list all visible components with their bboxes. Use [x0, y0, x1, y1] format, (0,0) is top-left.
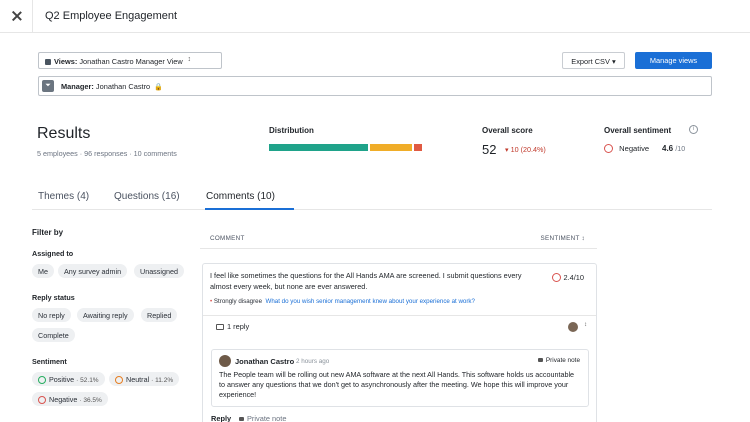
tab-themes[interactable]: Themes (4): [38, 191, 90, 202]
divider: [32, 0, 33, 33]
divider: [203, 315, 596, 316]
avatar: [568, 322, 578, 332]
reply-text: The People team will be rolling out new …: [219, 370, 575, 399]
filter-pill-complete[interactable]: Complete: [32, 328, 75, 342]
export-csv-button[interactable]: Export CSV ▾: [562, 52, 625, 69]
chevron-icon[interactable]: ↕: [584, 322, 587, 328]
active-tab-indicator: [205, 208, 294, 210]
column-sentiment[interactable]: SENTIMENT ↕: [541, 235, 585, 242]
sentiment-filter-label: Sentiment: [32, 357, 67, 366]
close-icon[interactable]: [10, 9, 24, 23]
manager-filter-bar[interactable]: ⏷ Manager: Jonathan Castro 🔒: [38, 76, 712, 96]
positive-label: Positive: [49, 375, 75, 384]
overall-sentiment-label: Overall sentiment: [604, 126, 672, 135]
results-heading: Results: [37, 125, 91, 142]
filter-pill-awaiting-reply[interactable]: Awaiting reply: [77, 308, 134, 322]
avatar: [219, 355, 231, 367]
sentiment-max: /10: [675, 146, 686, 153]
comment-sentiment: 2.4/10: [552, 273, 584, 282]
sentiment-value: Negative: [619, 144, 650, 153]
lock-icon: [239, 417, 244, 421]
assigned-to-label: Assigned to: [32, 249, 74, 258]
export-label: Export CSV: [571, 57, 610, 66]
private-note-button[interactable]: Private note: [239, 414, 286, 422]
tab-bar: Themes (4) Questions (16) Comments (10): [32, 186, 712, 210]
filter-pill-negative[interactable]: Negative · 36.5%: [32, 392, 108, 406]
column-comment: COMMENT: [210, 235, 245, 242]
overall-sentiment: Negative: [604, 144, 649, 153]
overall-score-label: Overall score: [482, 126, 533, 135]
positive-face-icon: [38, 375, 46, 384]
page-title: Q2 Employee Engagement: [45, 10, 178, 22]
reply-count: 1 reply: [227, 322, 250, 331]
negative-pct: 36.5%: [83, 397, 102, 404]
reply-time: 2 hours ago: [296, 358, 330, 365]
filter-pill-positive[interactable]: Positive · 52.1%: [32, 372, 105, 386]
answer-label: Strongly disagree: [213, 298, 263, 305]
distribution-segment: [269, 144, 368, 151]
positive-pct: 52.1%: [80, 377, 99, 384]
column-sentiment-label: SENTIMENT: [540, 235, 580, 242]
view-selector[interactable]: Views: Jonathan Castro Manager View ↕: [38, 52, 222, 69]
neutral-label: Neutral: [126, 375, 150, 384]
comment-score: 2.4/10: [563, 273, 584, 282]
negative-face-icon: [604, 144, 613, 153]
top-bar: Q2 Employee Engagement: [0, 0, 750, 33]
filter-pill-unassigned[interactable]: Unassigned: [134, 264, 184, 278]
comment-bubble-icon: [216, 324, 224, 330]
sort-icon: ↕: [581, 235, 585, 242]
negative-face-icon: [38, 395, 46, 404]
replies-toggle[interactable]: 1 reply: [216, 322, 249, 331]
view-value: Jonathan Castro Manager View: [79, 57, 183, 66]
manage-views-button[interactable]: Manage views: [635, 52, 712, 69]
lock-icon: 🔒: [154, 84, 163, 91]
filter-icon: ⏷: [42, 80, 54, 92]
tab-comments[interactable]: Comments (10): [206, 191, 275, 202]
overall-score: 52: [482, 142, 497, 157]
tab-questions[interactable]: Questions (16): [114, 191, 180, 202]
distribution-segment: [414, 144, 422, 151]
down-arrow-icon: ▾: [505, 145, 509, 154]
sentiment-score-value: 4.6: [662, 144, 674, 153]
distribution-segment: [370, 144, 412, 151]
manager-filter: Manager: Jonathan Castro 🔒: [61, 82, 163, 91]
reply-button[interactable]: Reply: [211, 414, 232, 422]
private-note-label: Private note: [545, 357, 580, 364]
comments-table-header: COMMENT SENTIMENT ↕: [200, 232, 597, 249]
filter-pill-any-admin[interactable]: Any survey admin: [58, 264, 128, 278]
results-meta: 5 employees · 96 responses · 10 comments: [37, 149, 177, 158]
negative-face-icon: [552, 273, 562, 282]
sort-caret-icon: ↕: [187, 56, 192, 63]
private-note-badge: Private note: [537, 357, 580, 364]
manager-value: Jonathan Castro: [95, 82, 151, 91]
chevron-down-icon: ▾: [611, 57, 616, 66]
score-delta-text: 10 (20.4%): [510, 145, 546, 154]
score-delta: ▾ 10 (20.4%): [505, 145, 546, 154]
distribution-label: Distribution: [269, 126, 314, 135]
info-icon[interactable]: i: [689, 125, 698, 134]
manager-label: Manager:: [61, 82, 94, 91]
question-link[interactable]: What do you wish senior management knew …: [265, 298, 475, 305]
filter-pill-replied[interactable]: Replied: [141, 308, 178, 322]
reply-author: Jonathan Castro: [235, 357, 295, 366]
comment-text: I feel like sometimes the questions for …: [210, 271, 522, 291]
sentiment-score: 4.6 /10: [662, 144, 685, 153]
comment-card: I feel like sometimes the questions for …: [202, 263, 597, 422]
negative-label: Negative: [49, 395, 78, 404]
lock-icon: [537, 358, 543, 362]
comment-tag: • Strongly disagree What do you wish sen…: [210, 298, 475, 305]
filter-pill-me[interactable]: Me: [32, 264, 54, 278]
view-icon: [45, 59, 51, 65]
distribution-bar: [269, 144, 424, 151]
reply-status-label: Reply status: [32, 293, 75, 302]
filter-title: Filter by: [32, 228, 64, 237]
reply-box: Jonathan Castro 2 hours ago Private note…: [211, 349, 589, 407]
private-note-action-label: Private note: [247, 414, 287, 422]
view-label: Views:: [54, 57, 78, 66]
filter-pill-no-reply[interactable]: No reply: [32, 308, 71, 322]
filter-pill-neutral[interactable]: Neutral · 11.2%: [109, 372, 180, 386]
neutral-pct: 11.2%: [155, 377, 174, 384]
neutral-face-icon: [115, 375, 123, 384]
